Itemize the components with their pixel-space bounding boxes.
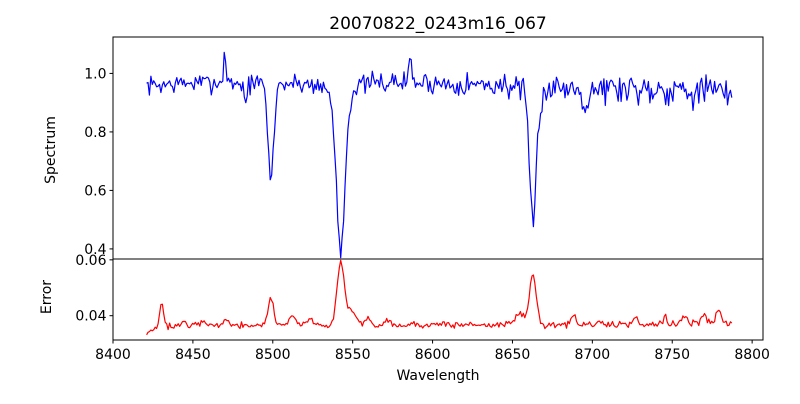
panel-spines-error — [112, 258, 764, 341]
series-layer — [146, 51, 733, 336]
x-axis-label: Wavelength — [396, 368, 479, 384]
y-tick-label-spectrum: 0.6 — [84, 183, 106, 199]
y-tick-label-spectrum: 0.4 — [84, 242, 106, 258]
y-axis-label-error: Error — [39, 280, 55, 314]
x-tick-label: 8550 — [335, 347, 371, 363]
y-axis-label-spectrum: Spectrum — [43, 116, 59, 184]
x-tick-label: 8650 — [495, 347, 531, 363]
x-tick-label: 8400 — [95, 347, 131, 363]
x-tick-label: 8750 — [654, 347, 690, 363]
x-tick-label: 8500 — [255, 347, 291, 363]
x-tick-label: 8450 — [175, 347, 211, 363]
axes-layer: 8400 8450 8500 8550 8600 8650 8700 8750 88000.40… — [75, 36, 770, 363]
y-tick-label-error: 0.04 — [75, 309, 106, 325]
y-tick-label-error: 0.06 — [75, 253, 106, 269]
y-tick-label-spectrum: 1.0 — [84, 66, 106, 82]
y-tick-label-spectrum: 0.8 — [84, 125, 106, 141]
panel-spines-spectrum — [112, 36, 764, 260]
plot-title: 20070822_0243m16_067 — [329, 14, 546, 34]
spectrum-line — [146, 51, 733, 259]
x-tick-label: 8700 — [575, 347, 611, 363]
x-tick-label: 8600 — [415, 347, 451, 363]
x-tick-label: 8800 — [734, 347, 770, 363]
error-line — [146, 259, 733, 336]
